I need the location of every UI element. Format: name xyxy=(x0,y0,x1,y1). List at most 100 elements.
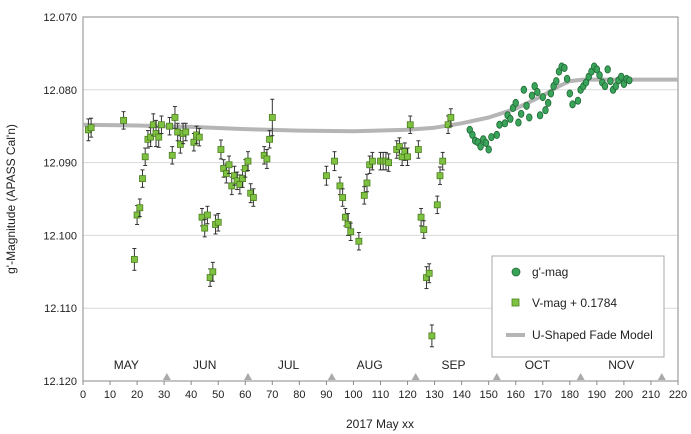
month-label: AUG xyxy=(357,358,383,372)
gmag-point xyxy=(534,87,541,96)
vmag-point xyxy=(139,175,146,183)
y-tick-label: 12.120 xyxy=(43,376,77,388)
gmag-point xyxy=(566,89,574,98)
gmag-point xyxy=(512,98,519,107)
vmag-point xyxy=(249,194,257,201)
x-tick-label: 170 xyxy=(534,389,552,401)
gmag-point xyxy=(477,142,484,151)
y-tick-label: 12.100 xyxy=(43,230,77,242)
vmag-point xyxy=(347,228,355,236)
vmag-point xyxy=(206,274,214,282)
vmag-point xyxy=(336,182,344,190)
vmag-point xyxy=(239,175,246,183)
vmag-point xyxy=(268,114,276,121)
vmag-point xyxy=(266,135,274,143)
y-tick-label: 12.090 xyxy=(43,158,77,170)
legend-vmag-label: V-mag + 0.1784 xyxy=(532,296,617,310)
vmag-point xyxy=(420,226,428,233)
vmag-point xyxy=(417,213,425,221)
y-axis-ticks: 12.070 12.080 12.090 12.100 12.110 12.120 xyxy=(43,12,77,388)
vmag-point xyxy=(201,224,209,232)
x-tick-label: 100 xyxy=(344,389,362,401)
gmag-point xyxy=(569,100,576,109)
y-axis-title: g'-Magnitude (APASS Cal'n) xyxy=(4,124,18,274)
gmag-point xyxy=(601,82,609,91)
gmag-point xyxy=(604,65,611,74)
gmag-point xyxy=(528,91,536,100)
gmag-point xyxy=(515,118,522,127)
month-label: JUN xyxy=(193,358,216,372)
vmag-point xyxy=(158,121,165,129)
vmag-point xyxy=(355,237,363,245)
month-boundary-marker xyxy=(576,373,585,380)
vmag-point xyxy=(141,153,149,161)
x-tick-label: 190 xyxy=(588,389,606,401)
y-tick-label: 12.080 xyxy=(43,85,77,97)
month-boundary-marker xyxy=(657,373,666,380)
gmag-point xyxy=(542,106,549,115)
month-labels: MAY JUN JUL AUG SEP OCT NOV xyxy=(114,358,666,380)
legend-gmag-label: g'-mag xyxy=(532,265,568,279)
vmag-point xyxy=(323,172,330,180)
month-boundary-marker xyxy=(327,373,336,380)
vmag-point xyxy=(166,122,173,130)
vmag-point xyxy=(195,133,203,141)
x-tick-label: 210 xyxy=(642,389,660,401)
gmag-series-layer xyxy=(466,62,633,154)
vmag-point xyxy=(331,157,338,165)
gmag-point xyxy=(544,98,552,107)
vmag-point xyxy=(171,114,179,121)
gmag-point xyxy=(536,111,544,120)
x-tick-label: 20 xyxy=(131,389,143,401)
x-tick-label: 30 xyxy=(158,389,170,401)
vmag-point xyxy=(228,182,236,190)
vmag-point xyxy=(447,114,455,121)
gmag-point xyxy=(539,93,546,102)
vmag-point xyxy=(406,121,414,129)
vmag-point xyxy=(404,153,411,161)
vmag-point xyxy=(414,146,422,153)
gmag-point xyxy=(488,133,495,142)
vmag-point xyxy=(236,181,244,188)
vmag-point xyxy=(133,211,141,219)
vmag-point xyxy=(363,179,371,187)
x-tick-label: 10 xyxy=(104,389,116,401)
gmag-point xyxy=(607,77,614,86)
vmag-point xyxy=(217,146,225,153)
x-axis-ticks: 0 10 20 30 40 50 60 70 80 90 100 110 120 130 140 150 160… xyxy=(80,381,687,401)
x-tick-label: 200 xyxy=(615,389,633,401)
x-axis-title: 2017 May xx xyxy=(346,417,414,431)
gmag-point xyxy=(574,96,582,105)
vmag-point xyxy=(120,116,127,124)
gmag-point xyxy=(547,89,555,98)
month-boundary-marker xyxy=(243,373,252,380)
gmag-point xyxy=(526,113,533,122)
legend-vmag-marker xyxy=(511,298,520,307)
vmag-series-layer xyxy=(85,98,455,348)
vmag-point xyxy=(425,269,433,277)
month-label: JUL xyxy=(278,358,300,372)
model-series-layer xyxy=(82,77,678,134)
y-tick-label: 12.070 xyxy=(43,12,77,24)
vmag-point xyxy=(176,140,184,148)
vmag-point xyxy=(444,121,452,129)
vmag-point xyxy=(244,157,252,165)
vmag-point xyxy=(385,159,393,167)
vmag-point xyxy=(341,213,349,221)
x-tick-label: 130 xyxy=(425,389,443,401)
vmag-point xyxy=(87,124,95,132)
x-tick-label: 50 xyxy=(212,389,224,401)
gmag-point xyxy=(496,120,503,129)
vmag-point xyxy=(155,133,163,141)
vmag-point xyxy=(368,157,376,165)
vmag-point xyxy=(436,172,444,180)
x-tick-label: 220 xyxy=(669,389,687,401)
vmag-point xyxy=(204,211,211,219)
x-tick-label: 70 xyxy=(266,389,278,401)
x-tick-label: 140 xyxy=(452,389,470,401)
vmag-point xyxy=(360,191,368,199)
month-label: MAY xyxy=(114,358,139,372)
vmag-point xyxy=(149,121,157,129)
vmag-point xyxy=(214,218,222,226)
